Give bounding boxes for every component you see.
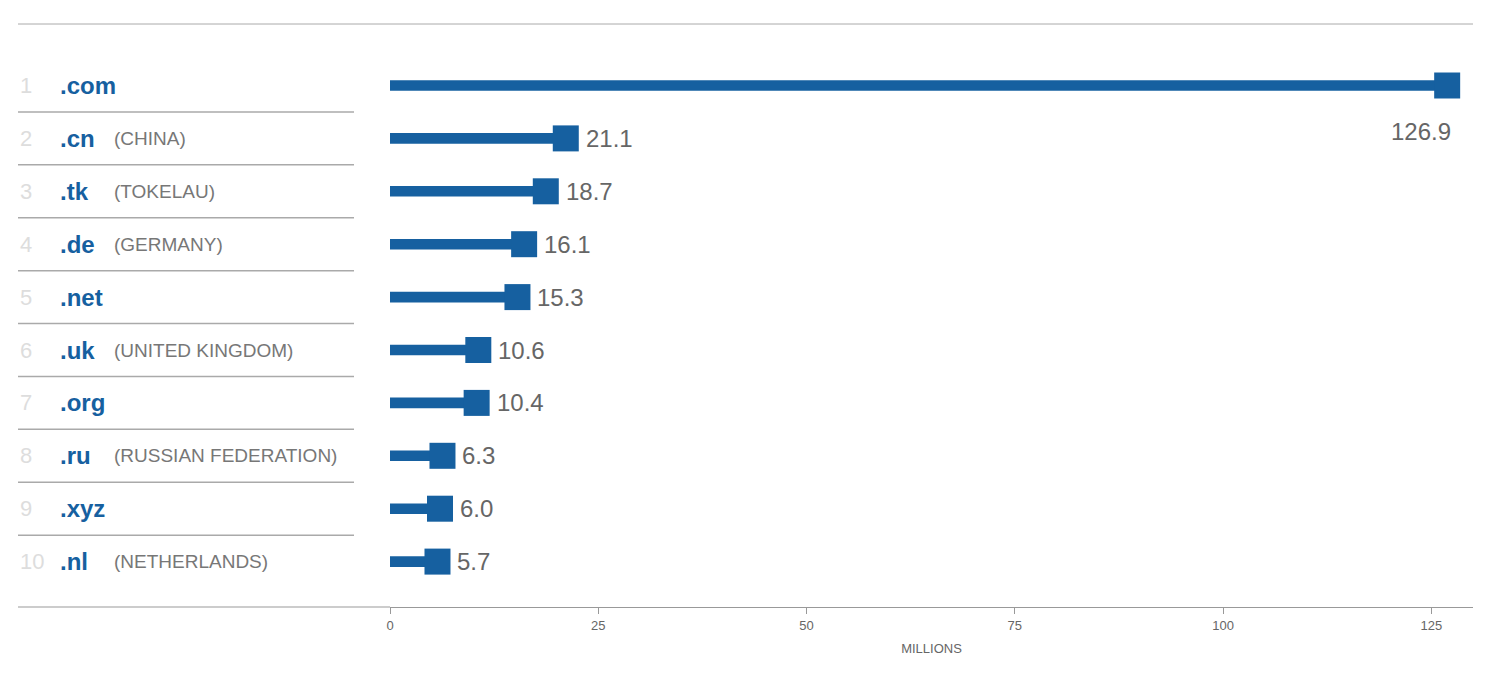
svg-text:(GERMANY): (GERMANY) — [114, 234, 223, 255]
svg-text:.nl: .nl — [60, 548, 88, 575]
svg-text:75: 75 — [1008, 618, 1022, 633]
svg-text:3: 3 — [20, 179, 32, 204]
svg-text:4: 4 — [20, 232, 32, 257]
svg-text:100: 100 — [1212, 618, 1234, 633]
svg-text:(NETHERLANDS): (NETHERLANDS) — [114, 551, 268, 572]
svg-text:(UNITED KINGDOM): (UNITED KINGDOM) — [114, 340, 293, 361]
svg-text:.xyz: .xyz — [60, 495, 105, 522]
svg-text:18.7: 18.7 — [566, 178, 613, 205]
svg-text:.com: .com — [60, 72, 116, 99]
svg-text:126.9: 126.9 — [1391, 118, 1451, 145]
svg-text:5.7: 5.7 — [457, 548, 490, 575]
svg-text:.cn: .cn — [60, 125, 95, 152]
svg-text:.uk: .uk — [60, 337, 95, 364]
svg-text:(RUSSIAN FEDERATION): (RUSSIAN FEDERATION) — [114, 445, 337, 466]
svg-text:7: 7 — [20, 390, 32, 415]
svg-text:1: 1 — [20, 73, 32, 98]
svg-text:0: 0 — [386, 618, 393, 633]
svg-text:MILLIONS: MILLIONS — [901, 641, 962, 656]
svg-text:6.3: 6.3 — [462, 442, 495, 469]
svg-text:125: 125 — [1420, 618, 1442, 633]
svg-text:.net: .net — [60, 284, 103, 311]
svg-text:.de: .de — [60, 231, 95, 258]
svg-text:10.4: 10.4 — [497, 389, 544, 416]
svg-text:25: 25 — [591, 618, 605, 633]
svg-text:(CHINA): (CHINA) — [114, 128, 186, 149]
svg-text:(TOKELAU): (TOKELAU) — [114, 181, 215, 202]
svg-text:5: 5 — [20, 285, 32, 310]
svg-text:10: 10 — [20, 549, 44, 574]
svg-text:2: 2 — [20, 126, 32, 151]
svg-text:15.3: 15.3 — [537, 284, 584, 311]
svg-text:9: 9 — [20, 496, 32, 521]
svg-text:6.0: 6.0 — [460, 495, 493, 522]
svg-text:21.1: 21.1 — [586, 125, 633, 152]
svg-text:8: 8 — [20, 443, 32, 468]
svg-text:.tk: .tk — [60, 178, 89, 205]
svg-text:50: 50 — [799, 618, 813, 633]
svg-text:.org: .org — [60, 389, 105, 416]
svg-text:10.6: 10.6 — [498, 337, 545, 364]
svg-text:6: 6 — [20, 338, 32, 363]
svg-text:.ru: .ru — [60, 442, 91, 469]
svg-text:16.1: 16.1 — [544, 231, 591, 258]
